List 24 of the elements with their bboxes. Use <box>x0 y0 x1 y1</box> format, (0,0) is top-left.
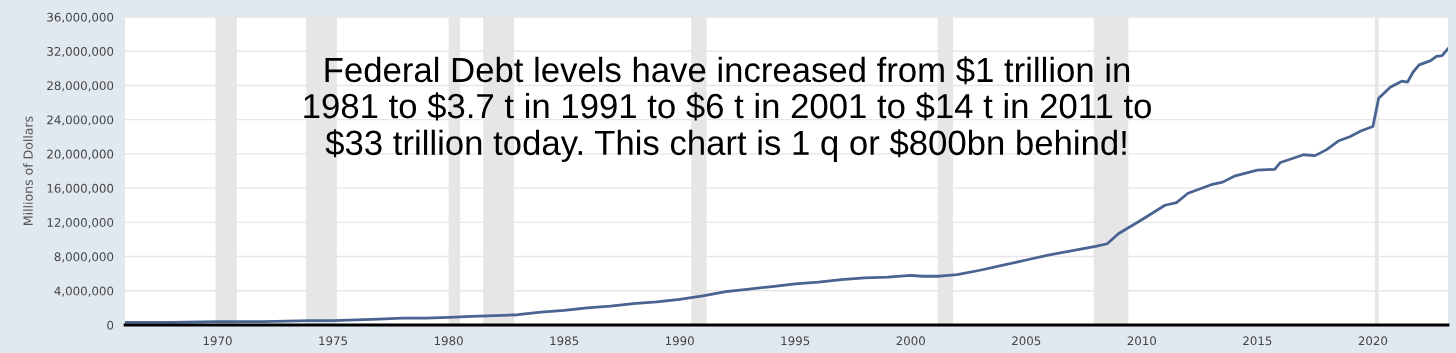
annotation: Federal Debt levels have increased from $1 trillion in 1981 to $3.7 t in 1991 to $6 t in 2001 to $14 t in 2011 to $33 trillion today. This chart is 1 q or $800bn behind! <box>304 56 1151 163</box>
y-tick-label: 12,000,000 <box>47 218 114 229</box>
x-tick-label: 1990 <box>665 336 694 346</box>
y-tick-label: 28,000,000 <box>47 81 114 92</box>
y-tick-label: 8,000,000 <box>54 252 114 263</box>
y-tick-label: 4,000,000 <box>54 286 114 297</box>
line-series <box>125 47 1448 324</box>
x-tick-label: 2015 <box>1243 336 1272 346</box>
x-tick-label: 1975 <box>319 336 348 346</box>
x-tick-label: 2010 <box>1127 336 1157 346</box>
x-tick-label: 2020 <box>1358 336 1388 346</box>
y-tick-label: 0 <box>107 320 114 330</box>
y-tick-label: 16,000,000 <box>47 183 114 194</box>
x-tick-label: 1985 <box>550 336 579 346</box>
y-tick-label: 36,000,000 <box>47 12 114 23</box>
y-tick-label: 20,000,000 <box>47 149 114 160</box>
y-tick-label: 24,000,000 <box>47 115 114 126</box>
y-axis-title: Millions of Dollars <box>23 116 33 225</box>
y-tick-label: 32,000,000 <box>47 46 114 58</box>
x-tick-label: 2000 <box>896 336 925 346</box>
x-tick-label: 1970 <box>203 336 232 346</box>
x-tick-label: 1995 <box>781 336 810 346</box>
x-tick-label: 2005 <box>1012 336 1041 346</box>
x-tick-label: 1980 <box>434 336 463 346</box>
